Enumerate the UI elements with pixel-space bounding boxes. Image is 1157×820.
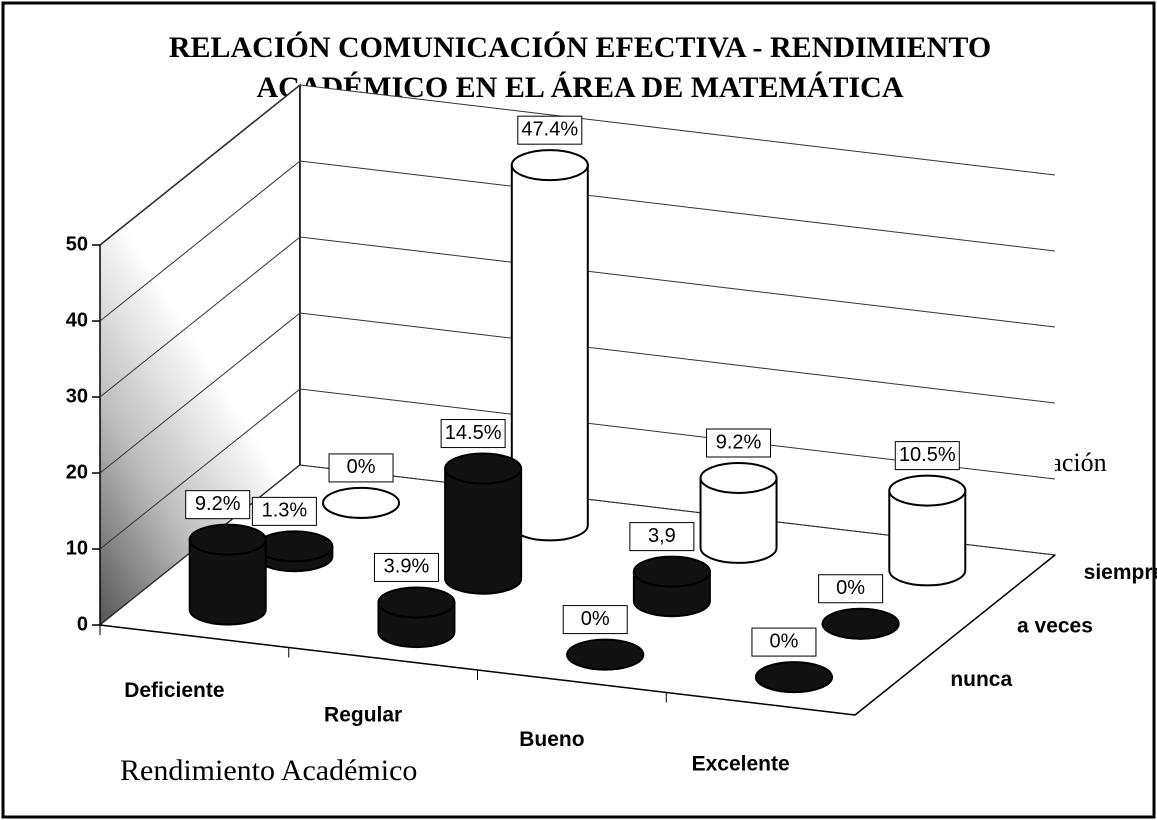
cylinder-top bbox=[821, 607, 900, 640]
value-label-box bbox=[517, 115, 583, 145]
value-label: 9.2% bbox=[195, 493, 241, 515]
value-label: 3.9% bbox=[384, 556, 430, 578]
value-label: 10.5% bbox=[899, 444, 956, 466]
grid-line bbox=[99, 464, 1056, 626]
grid-line bbox=[99, 388, 1056, 550]
z-tick-label: siempre bbox=[1084, 561, 1157, 584]
value-label: 3,9 bbox=[648, 525, 676, 547]
cylinder-top bbox=[255, 530, 334, 563]
x-tick-label: Excelente bbox=[692, 752, 790, 775]
value-label: 14.5% bbox=[445, 422, 502, 444]
value-label-box bbox=[440, 419, 506, 449]
cylinder bbox=[188, 538, 267, 626]
value-label-box bbox=[251, 496, 317, 526]
value-label: 0% bbox=[347, 456, 376, 478]
value-label-box bbox=[894, 441, 960, 471]
grid-line bbox=[99, 236, 1056, 398]
x-tick-label: Bueno bbox=[519, 728, 584, 751]
cylinder bbox=[444, 467, 523, 595]
y-tick-label: 0 bbox=[77, 613, 88, 635]
value-label-box bbox=[706, 428, 772, 458]
cylinder bbox=[699, 476, 778, 564]
value-label-box bbox=[185, 490, 251, 520]
z-tick-label: nunca bbox=[950, 668, 1012, 691]
value-label: 0% bbox=[770, 630, 799, 652]
value-label-box bbox=[328, 453, 394, 483]
value-label: 0% bbox=[836, 577, 865, 599]
cylinder-top bbox=[699, 461, 778, 494]
grid-line bbox=[99, 160, 1056, 322]
value-label: 9.2% bbox=[716, 431, 762, 453]
z-tick-label: a veces bbox=[1017, 615, 1093, 638]
value-label-box bbox=[629, 522, 695, 552]
grid-line bbox=[99, 312, 1056, 474]
cylinder bbox=[888, 489, 967, 587]
cylinder-top bbox=[754, 661, 833, 694]
cylinder-top bbox=[888, 474, 967, 507]
x-axis-label: Rendimiento Académico bbox=[120, 754, 417, 787]
value-label-box bbox=[562, 605, 628, 635]
cylinder-top bbox=[510, 149, 589, 182]
x-tick-label: Deficiente bbox=[124, 679, 224, 702]
cylinder-top bbox=[444, 452, 523, 485]
value-label-box bbox=[373, 552, 439, 582]
y-tick-label: 30 bbox=[66, 385, 88, 407]
value-label-box bbox=[818, 574, 884, 604]
y-tick-label: 50 bbox=[66, 233, 88, 255]
cylinder-top bbox=[377, 586, 456, 619]
y-tick-label: 40 bbox=[66, 309, 88, 331]
y-tick-label: 10 bbox=[66, 537, 88, 559]
cylinder-top bbox=[322, 486, 401, 519]
value-label: 47.4% bbox=[521, 118, 578, 140]
cylinder bbox=[510, 164, 589, 542]
x-tick-label: Regular bbox=[324, 703, 402, 726]
value-label: 0% bbox=[581, 608, 610, 630]
grid-line bbox=[99, 84, 1056, 246]
y-tick-label: 20 bbox=[66, 461, 88, 483]
z-axis bbox=[854, 554, 1056, 716]
cylinder-top bbox=[188, 523, 267, 556]
value-label: 1.3% bbox=[262, 500, 308, 522]
value-label-box bbox=[751, 627, 817, 657]
chart-title: RELACIÓN COMUNICACIÓN EFECTIVA - RENDIMI… bbox=[169, 31, 991, 64]
cylinder-top bbox=[632, 555, 711, 588]
cylinder-top bbox=[566, 638, 645, 671]
